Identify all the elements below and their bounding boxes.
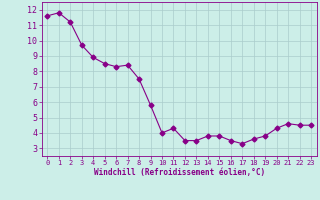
X-axis label: Windchill (Refroidissement éolien,°C): Windchill (Refroidissement éolien,°C) xyxy=(94,168,265,177)
